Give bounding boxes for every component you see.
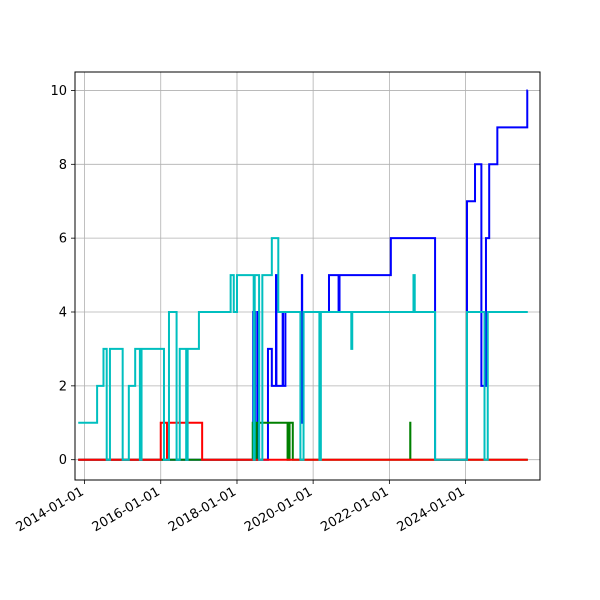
- plot-frame: [74, 71, 541, 481]
- y-tick-label: 8: [59, 158, 67, 173]
- y-tick-label: 2: [59, 379, 67, 394]
- series-line-4: [78, 237, 528, 461]
- series-lines: [78, 89, 529, 461]
- x-tick-label: 2014-01-01: [14, 484, 87, 535]
- y-tick-label: 10: [50, 84, 67, 99]
- y-tick-label: 0: [59, 453, 67, 468]
- x-tick-label: 2018-01-01: [166, 484, 239, 535]
- grid: [75, 72, 540, 480]
- x-tick-label: 2022-01-01: [318, 484, 391, 535]
- x-axis: 2014-01-01 2016-01-01 2018-01-01 2020-01-01…: [14, 480, 468, 535]
- x-tick-label: 2020-01-01: [242, 484, 315, 535]
- y-tick-label: 4: [59, 306, 67, 321]
- y-axis: 0 2 4 6 8 10: [50, 84, 75, 468]
- x-tick-label: 2024-01-01: [395, 484, 468, 535]
- series-line-1: [78, 89, 529, 461]
- x-tick-label: 2016-01-01: [90, 484, 163, 535]
- y-tick-label: 6: [59, 232, 67, 247]
